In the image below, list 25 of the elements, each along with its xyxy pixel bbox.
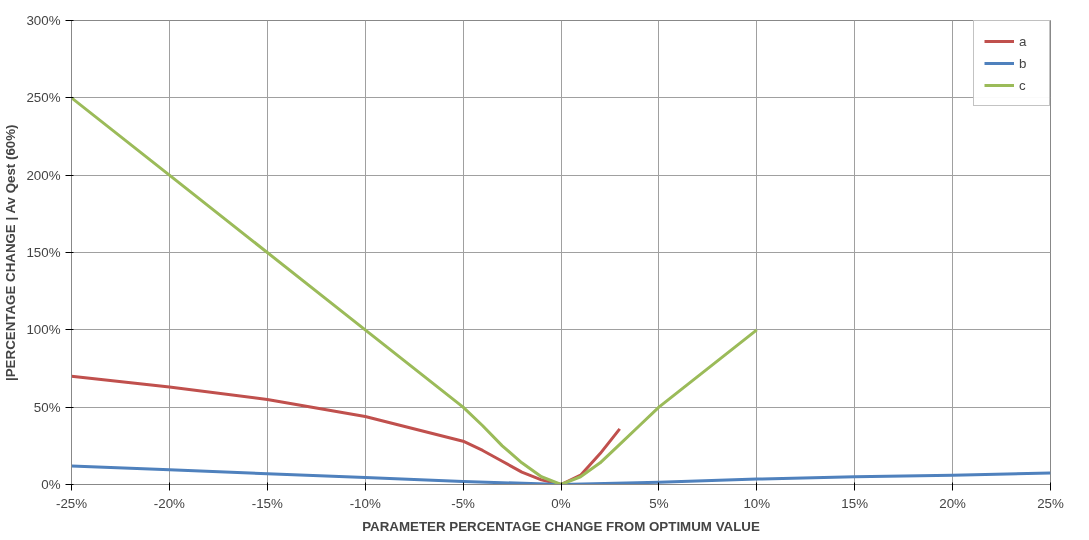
x-axis-title: PARAMETER PERCENTAGE CHANGE FROM OPTIMUM VALUE: [362, 518, 760, 534]
x-tick-label: -10%: [349, 495, 381, 511]
x-tick-label: 25%: [1037, 495, 1064, 511]
y-tick-label: 200%: [26, 167, 61, 183]
x-tick-label: -15%: [251, 495, 284, 511]
y-tick-label: 0%: [41, 477, 61, 492]
y-tick-label: 100%: [26, 322, 61, 338]
legend-label: a: [1019, 33, 1028, 49]
x-tick-label: 0%: [551, 495, 571, 511]
y-tick-label: 150%: [26, 245, 61, 260]
y-axis-title: |PERCENTAGE CHANGE | Av Qest (60%): [3, 124, 19, 382]
x-tick-label: 10%: [743, 495, 771, 511]
y-tick-label: 50%: [33, 399, 61, 415]
x-tick-label: 5%: [649, 495, 669, 511]
line-series: [71, 374, 622, 485]
x-tick-label: -20%: [153, 495, 186, 511]
legend-label: c: [1019, 77, 1027, 93]
y-tick-label: 300%: [26, 13, 61, 28]
x-tick-label: 20%: [939, 495, 967, 511]
legend-label: b: [1019, 55, 1028, 71]
line-series: [71, 96, 759, 485]
y-tick-label: 250%: [26, 90, 61, 106]
x-tick-label: 15%: [841, 495, 869, 511]
x-tick-label: -5%: [451, 495, 476, 511]
x-tick-label: -25%: [55, 495, 88, 511]
